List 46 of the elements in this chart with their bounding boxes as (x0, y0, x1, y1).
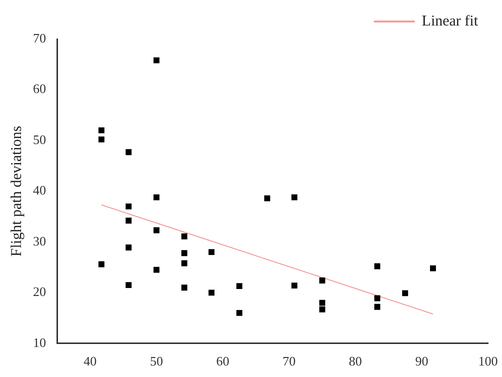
point (291, 194, 298, 200)
point (319, 300, 326, 306)
point (319, 278, 326, 284)
x-tick-label: 60 (216, 354, 230, 369)
y-tick-label: 60 (33, 81, 46, 96)
point (181, 233, 188, 240)
x-tick-label: 40 (84, 354, 97, 369)
legend-label: Linear fit (422, 13, 479, 30)
point (126, 244, 132, 250)
x-tick-label: 50 (150, 354, 163, 369)
point (319, 306, 326, 312)
x-tick-label: 90 (415, 354, 428, 369)
point (126, 282, 132, 288)
point (181, 284, 188, 291)
point (98, 261, 104, 268)
y-axis-title: Flight path deviations (8, 126, 25, 257)
point (208, 249, 214, 256)
x-tick-label: 70 (282, 354, 296, 369)
point (430, 265, 436, 272)
point (153, 57, 160, 64)
point (126, 218, 132, 224)
y-tick-label: 70 (33, 30, 46, 46)
point (126, 203, 132, 210)
point (236, 283, 242, 290)
x-tick-label: 100 (478, 354, 498, 369)
point (181, 260, 188, 266)
point (98, 127, 104, 134)
point (153, 194, 160, 200)
point (98, 136, 104, 142)
point (153, 266, 160, 273)
y-tick-label: 40 (33, 182, 46, 198)
point (374, 304, 380, 310)
y-tick-label: 50 (33, 132, 46, 147)
point (264, 195, 270, 202)
point (126, 149, 132, 156)
point (181, 250, 188, 256)
point (402, 290, 408, 296)
y-tick-label: 10 (33, 334, 46, 350)
y-tick-label: 20 (33, 284, 46, 300)
point (236, 310, 242, 316)
point (208, 290, 214, 296)
point (153, 227, 160, 234)
x-tick-label: 80 (348, 354, 362, 369)
point (291, 282, 298, 289)
y-tick-label: 30 (33, 233, 46, 248)
point (374, 263, 380, 270)
